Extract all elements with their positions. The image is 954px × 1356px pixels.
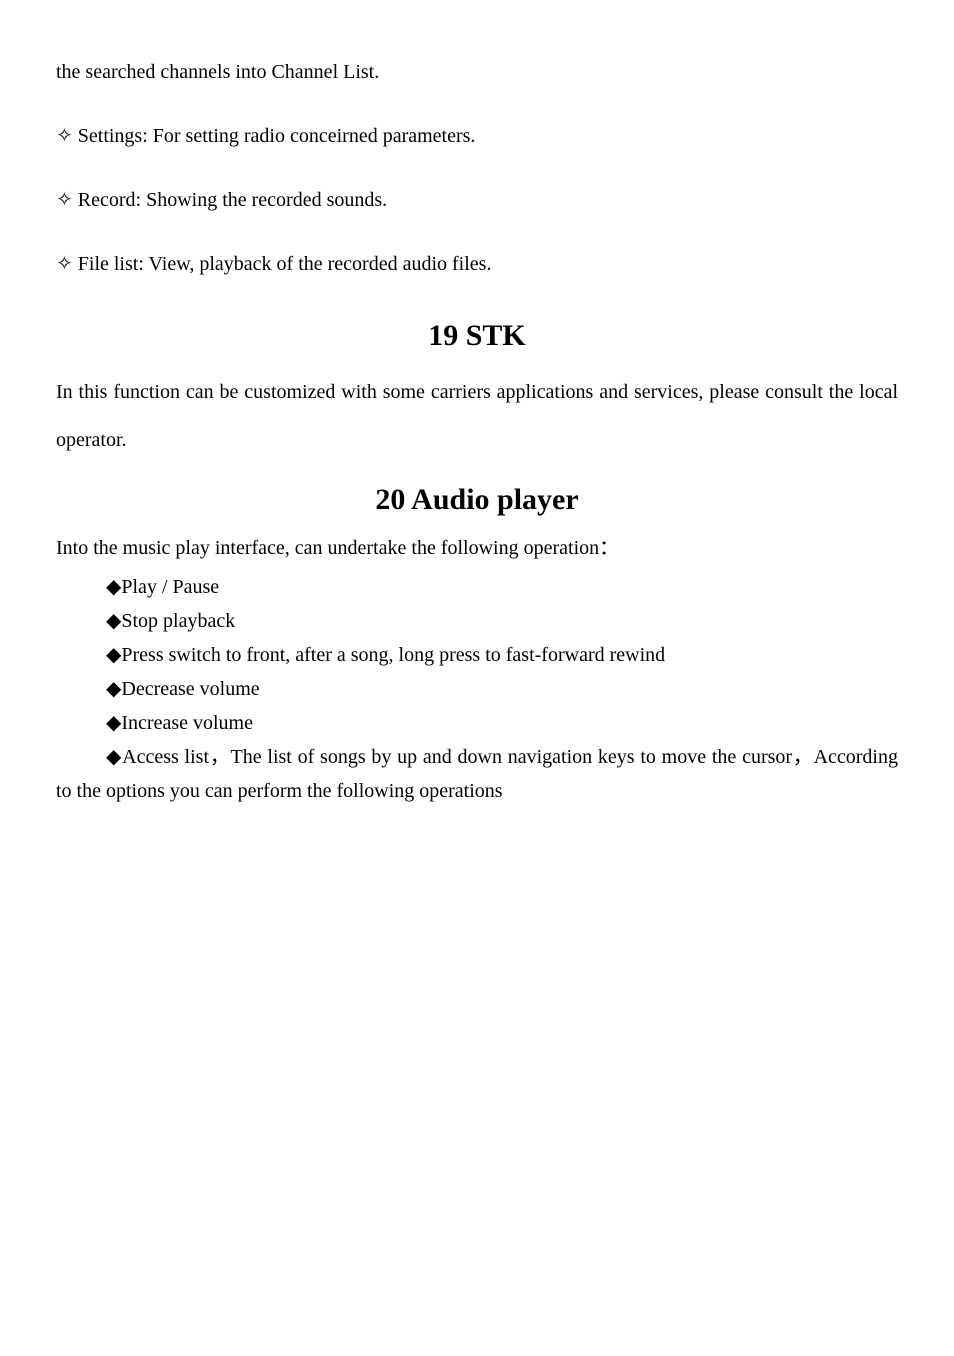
bullet-filelist: ✧ File list: View, playback of the recor…: [56, 248, 898, 280]
diamond-access-list: ◆Access list，The list of songs by up and…: [56, 740, 898, 808]
heading-stk: 19 STK: [56, 312, 898, 360]
diamond-stop: ◆Stop playback: [56, 604, 898, 638]
diamond-switch: ◆Press switch to front, after a song, lo…: [56, 638, 898, 672]
stk-paragraph: In this function can be customized with …: [56, 368, 898, 464]
heading-audio-player: 20 Audio player: [56, 476, 898, 524]
bullet-record: ✧ Record: Showing the recorded sounds.: [56, 184, 898, 216]
fragment-text: the searched channels into Channel List.: [56, 56, 898, 88]
diamond-increase-volume: ◆Increase volume: [56, 706, 898, 740]
diamond-decrease-volume: ◆Decrease volume: [56, 672, 898, 706]
audio-intro-text: Into the music play interface, can under…: [56, 532, 898, 564]
bullet-settings: ✧ Settings: For setting radio conceirned…: [56, 120, 898, 152]
diamond-play-pause: ◆Play / Pause: [56, 570, 898, 604]
